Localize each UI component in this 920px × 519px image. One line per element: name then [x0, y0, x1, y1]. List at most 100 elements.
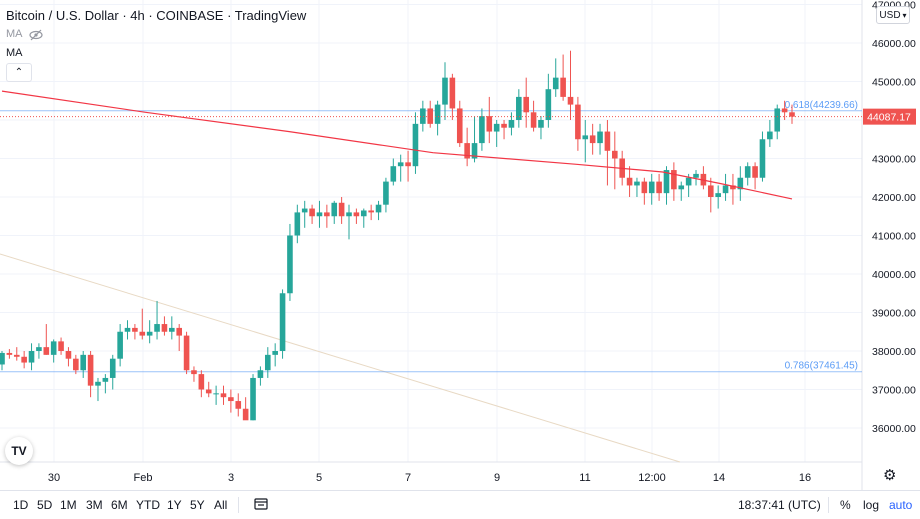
trend-line: [0, 253, 681, 463]
moving-average-line: [1, 90, 793, 200]
range-all-button[interactable]: All: [214, 498, 228, 512]
candle-body: [508, 120, 515, 128]
candle-body: [405, 162, 411, 167]
candle-body: [634, 181, 640, 186]
time-axis-label: 5: [316, 472, 322, 484]
candle-body: [449, 77, 456, 109]
candle-body: [198, 374, 205, 390]
range-5d-button[interactable]: 5D: [37, 498, 53, 512]
candle-body: [36, 347, 42, 351]
range-1d-button[interactable]: 1D: [13, 498, 29, 512]
candle-body: [442, 77, 448, 105]
candle-body: [257, 370, 264, 378]
ma-indicator-1[interactable]: MA: [6, 25, 306, 44]
auto-toggle[interactable]: auto: [889, 498, 913, 512]
ma-1-label: MA: [6, 28, 23, 40]
currency-label: USD: [879, 9, 901, 21]
candle-body: [383, 181, 389, 205]
candle-body: [309, 208, 315, 217]
candle-body: [346, 212, 352, 217]
candle-body: [752, 166, 758, 178]
candle-body: [161, 324, 168, 332]
candle-body: [338, 202, 345, 217]
hidden-eye-icon[interactable]: [28, 29, 43, 41]
percent-toggle[interactable]: %: [840, 498, 851, 512]
price-axis-label: 39000.00: [872, 308, 916, 320]
price-chart[interactable]: 30 Feb 3 5 7 9 11 12:00 14 16 47000.00 46000.00 4500…: [0, 0, 920, 490]
candle-body: [685, 177, 692, 186]
candle-body: [58, 341, 64, 351]
ma-indicator-2[interactable]: MA: [6, 44, 306, 63]
range-6m-button[interactable]: 6M: [111, 498, 128, 512]
candle-body: [560, 77, 566, 97]
candle-body: [132, 327, 138, 332]
time-axis-label: 9: [494, 472, 500, 484]
time-axis-label: Feb: [134, 472, 153, 484]
fib-level-label: 0.618(44239.66): [785, 100, 858, 111]
range-5y-button[interactable]: 5Y: [190, 498, 205, 512]
candle-body: [774, 108, 781, 132]
candle-body: [124, 327, 131, 332]
candle-body: [656, 181, 662, 194]
candle-body: [235, 401, 242, 409]
candle-body: [648, 181, 655, 194]
candle-body: [205, 389, 212, 394]
candle-body: [744, 166, 751, 178]
candle-body: [767, 131, 773, 140]
range-3m-button[interactable]: 3M: [86, 498, 103, 512]
toolbar-divider-2: [828, 497, 829, 513]
tradingview-logo-icon[interactable]: TV: [5, 437, 33, 465]
log-toggle[interactable]: log: [863, 498, 880, 512]
candle-body: [213, 393, 219, 395]
candle-body: [368, 210, 374, 213]
candle-body: [183, 335, 190, 371]
candle-body: [220, 393, 227, 398]
candle-body: [360, 210, 367, 217]
chevron-up-icon: ⌃: [14, 67, 24, 78]
collapse-legend-button[interactable]: ⌃: [6, 63, 32, 82]
candle-body: [781, 108, 788, 113]
range-1y-button[interactable]: 1Y: [167, 498, 182, 512]
price-axis-label: 37000.00: [872, 385, 916, 397]
candle-body: [427, 108, 434, 124]
candle-body: [264, 354, 271, 371]
candle-body: [456, 108, 463, 144]
time-axis-label: 3: [228, 472, 234, 484]
chevron-down-icon: ▾: [902, 10, 907, 20]
candle-body: [789, 112, 795, 117]
time-axis-label: 7: [405, 472, 411, 484]
candle-body: [663, 170, 670, 194]
candle-body: [471, 143, 478, 159]
candle-body: [0, 352, 5, 365]
candle-body: [501, 123, 507, 128]
candle-body: [545, 89, 552, 120]
price-axis-label: 47000.00: [872, 0, 916, 12]
currency-selector[interactable]: USD ▾: [876, 6, 910, 24]
candle-body: [43, 347, 50, 355]
candle-body: [73, 358, 79, 371]
candle-body: [493, 123, 500, 132]
utc-clock[interactable]: 18:37:41 (UTC): [738, 498, 821, 512]
settings-gear-icon[interactable]: ⚙: [883, 467, 897, 484]
candle-body: [759, 139, 766, 178]
range-ytd-button[interactable]: YTD: [136, 498, 160, 512]
fib-level-label: 0.786(37461.45): [785, 361, 858, 372]
current-price-tag: [863, 108, 916, 125]
candle-body: [597, 131, 603, 144]
toolbar-divider: [238, 497, 239, 513]
candle-body: [730, 185, 736, 190]
chart-legend: Bitcoin / U.S. Dollar · 4h · COINBASE · …: [6, 6, 306, 63]
candle-body: [324, 212, 330, 217]
bottom-toolbar: 1D 5D 1M 3M 6M YTD 1Y 5Y All 18:37:41 (U…: [0, 490, 920, 519]
symbol-title[interactable]: Bitcoin / U.S. Dollar · 4h · COINBASE · …: [6, 8, 307, 23]
candle-body: [301, 208, 308, 213]
range-1m-button[interactable]: 1M: [60, 498, 77, 512]
candle-body: [250, 377, 256, 421]
candle-body: [87, 354, 94, 386]
date-range-icon[interactable]: [253, 496, 269, 515]
candle-body: [582, 135, 589, 140]
price-axis-label: 43000.00: [872, 154, 916, 166]
candle-body: [287, 235, 293, 294]
candle-body: [109, 358, 116, 378]
